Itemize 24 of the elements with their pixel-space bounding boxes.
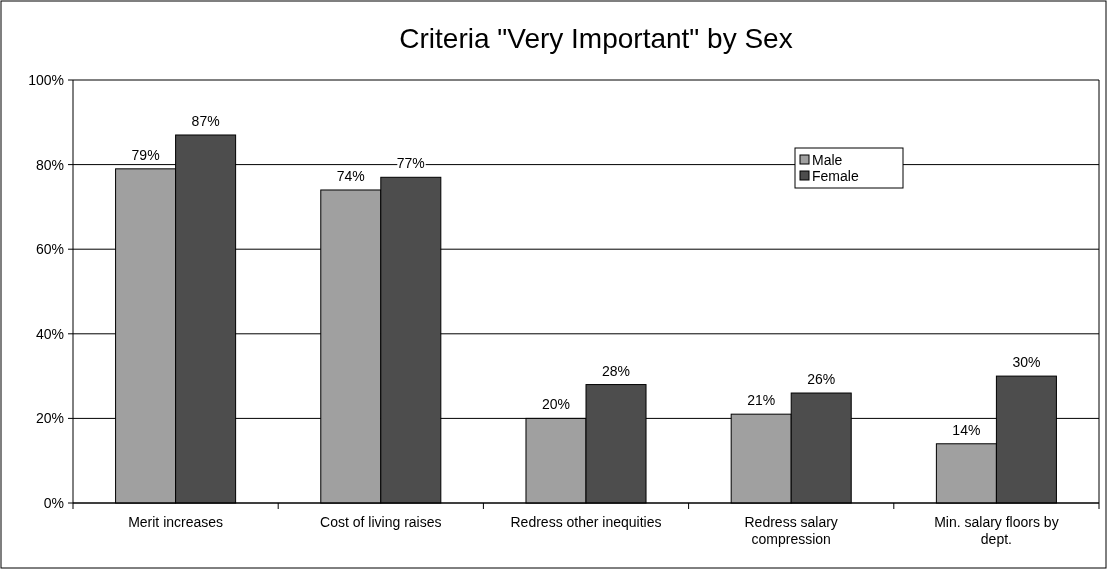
x-tick-label: Min. salary floors by dept. [934, 514, 1059, 547]
data-label: 14% [952, 421, 981, 438]
data-label: 74% [336, 167, 365, 184]
data-label: 26% [807, 371, 836, 388]
data-label: 28% [601, 362, 631, 379]
x-tick-label: Redress salary compression [744, 514, 838, 547]
y-tick-label: 80% [35, 156, 64, 173]
data-label: 87% [191, 112, 220, 129]
chart-title: Criteria "Very Important" by Sex [399, 23, 793, 54]
y-tick-label: 40% [35, 325, 64, 342]
legend-label: Male [812, 151, 843, 168]
data-label: 77% [396, 155, 425, 172]
data-label: 79% [131, 146, 160, 163]
y-tick-label: 100% [28, 71, 64, 88]
y-tick-label: 0% [43, 494, 64, 511]
x-tick-label: Redress other inequities [510, 514, 662, 530]
data-label: 20% [541, 396, 571, 413]
y-tick-label: 60% [35, 241, 64, 258]
x-tick-label: Cost of living raises [320, 514, 442, 530]
y-tick-label: 20% [35, 410, 64, 427]
data-label: 30% [1012, 354, 1041, 371]
legend-label: Female [812, 167, 859, 184]
data-label: 21% [747, 392, 776, 409]
x-tick-label: Merit increases [128, 514, 224, 530]
